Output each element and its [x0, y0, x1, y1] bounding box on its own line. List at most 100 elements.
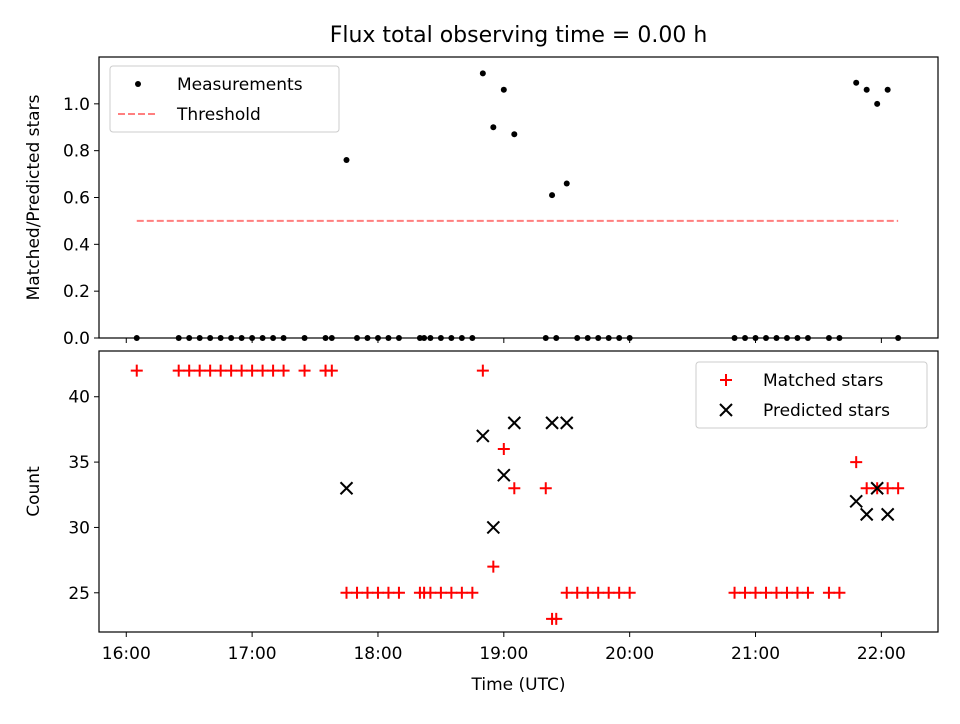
matched-star-marker [424, 586, 437, 599]
matched-star-marker [455, 586, 468, 599]
matched-star-marker [801, 586, 814, 599]
matched-star-marker [235, 364, 248, 377]
matched-star-marker [267, 364, 280, 377]
matched-star-marker [340, 586, 353, 599]
matched-star-marker [592, 586, 605, 599]
measurement-point [500, 86, 507, 93]
legend-label-threshold: Threshold [176, 105, 261, 125]
matched-star-marker [770, 586, 783, 599]
matched-star-marker [214, 364, 227, 377]
matched-star-marker [277, 364, 290, 377]
legend-label-matched: Matched stars [763, 371, 883, 391]
matched-star-marker [760, 586, 773, 599]
matched-star-marker [466, 586, 479, 599]
bottom-panel: 25 30 35 40 16:00 17:00 18:00 19:00 20:00 21:00 22… [24, 350, 939, 664]
matched-star-marker [225, 364, 238, 377]
predicted-star-marker [870, 481, 884, 495]
legend-label-predicted: Predicted stars [763, 401, 890, 421]
matched-star-marker [172, 364, 185, 377]
predicted-star-marker [545, 416, 559, 430]
bottom-axes-frame [98, 350, 939, 633]
y-tick-label: 1.0 [63, 95, 90, 115]
top-y-axis-label: Matched/Predicted stars [24, 94, 44, 300]
matched-star-marker [508, 482, 521, 495]
y-tick-label: 35 [68, 453, 90, 473]
predicted-star-marker [849, 494, 863, 509]
matched-star-marker [350, 586, 363, 599]
matched-star-marker [739, 586, 752, 599]
matched-star-marker [392, 586, 405, 599]
matched-star-marker [850, 456, 863, 469]
y-tick-label: 0.8 [63, 142, 90, 162]
predicted-star-marker [880, 507, 895, 522]
measurement-point [511, 131, 518, 138]
matched-star-marker [487, 560, 500, 573]
matched-star-marker [371, 586, 384, 599]
matched-star-marker [581, 586, 594, 599]
predicted-star-marker [339, 481, 354, 495]
measurement-point [549, 192, 556, 199]
y-tick-label: 25 [68, 584, 90, 604]
predicted-star-marker [476, 429, 490, 443]
legend-marker-predicted [719, 403, 733, 417]
matched-star-marker [749, 586, 762, 599]
bottom-y-axis-label: Count [24, 466, 44, 517]
predicted-star-marker [560, 416, 574, 430]
predicted-star-marker [497, 468, 511, 482]
x-tick-label: 18:00 [353, 644, 402, 664]
matched-star-marker [822, 586, 835, 599]
matched-star-marker [833, 586, 846, 599]
matched-star-marker [539, 482, 552, 495]
legend-label-measurements: Measurements [177, 75, 303, 95]
measurement-point [874, 100, 881, 107]
y-tick-label: 0.0 [63, 329, 90, 349]
top-axes-frame [98, 56, 939, 339]
legend-marker-matched [720, 374, 732, 386]
x-tick-label: 20:00 [605, 644, 654, 664]
matched-star-marker [298, 364, 311, 377]
measurement-point [853, 79, 860, 86]
measurement-point [479, 70, 486, 77]
bottom-legend [695, 361, 928, 429]
matched-star-marker [571, 586, 584, 599]
y-tick-label: 0.6 [63, 189, 90, 209]
matched-star-marker [728, 586, 741, 599]
predicted-star-marker [859, 507, 874, 522]
matched-star-marker [560, 586, 573, 599]
measurement-point [863, 86, 870, 93]
measurement-point [563, 180, 570, 187]
measurement-point [884, 86, 891, 93]
measurement-point [490, 124, 497, 131]
matched-star-marker [256, 364, 269, 377]
matched-star-marker [892, 482, 905, 495]
matched-star-marker [623, 586, 636, 599]
y-tick-label: 40 [68, 388, 90, 408]
x-tick-label: 21:00 [731, 644, 780, 664]
matched-star-marker [881, 482, 894, 495]
x-axis-label: Time (UTC) [471, 675, 566, 695]
y-tick-label: 30 [68, 518, 90, 538]
matched-star-marker [434, 586, 447, 599]
matched-star-marker [130, 364, 143, 377]
matched-star-marker [445, 586, 458, 599]
matched-star-marker [204, 364, 217, 377]
matched-star-marker [361, 586, 374, 599]
matched-star-marker [246, 364, 259, 377]
matched-star-marker [791, 586, 804, 599]
y-tick-label: 0.4 [63, 235, 90, 255]
measurement-point [343, 157, 350, 164]
matched-star-marker [550, 612, 563, 625]
x-tick-label: 22:00 [857, 644, 906, 664]
matched-star-marker [613, 586, 626, 599]
matched-star-marker [325, 364, 338, 377]
x-tick-label: 17:00 [228, 644, 277, 664]
top-legend [109, 65, 340, 133]
predicted-star-marker [507, 416, 522, 430]
predicted-star-marker [486, 520, 501, 535]
legend-marker-measurements [135, 81, 141, 87]
x-tick-label: 16:00 [102, 644, 151, 664]
matched-star-marker [183, 364, 196, 377]
matched-star-marker [860, 482, 873, 495]
